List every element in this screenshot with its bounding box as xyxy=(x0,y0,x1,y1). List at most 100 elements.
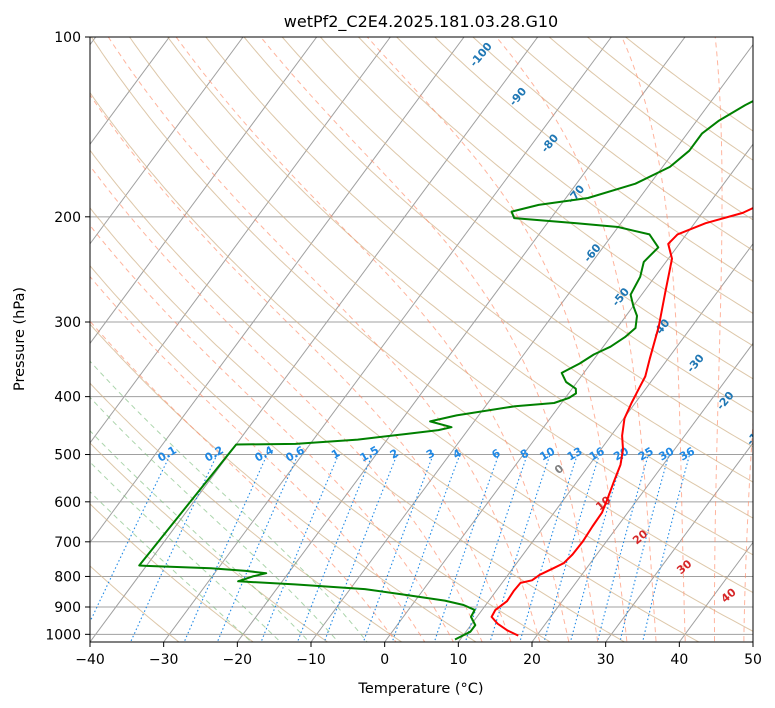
mixing-ratio-line xyxy=(391,454,461,642)
x-tick-label: 0 xyxy=(380,652,389,668)
dry-adiabat-line xyxy=(281,37,753,414)
line-labels: 0.1 0.2 0.4 0.6 1 1.5 2 3 4 6 8 10 13 16 20 25 30 36-100-… xyxy=(156,40,767,606)
y-tick-label: 1000 xyxy=(45,627,81,643)
isotherm-line xyxy=(531,342,753,642)
x-tick-label: −30 xyxy=(149,652,179,668)
moist-adiabat-line xyxy=(713,37,723,642)
mixing-ratio-line xyxy=(90,454,171,624)
isotherm-line xyxy=(457,242,753,642)
mixing-ratio-line xyxy=(129,454,218,642)
dry-adiabat-line xyxy=(90,382,403,642)
moist-adiabat-line xyxy=(90,94,512,642)
moist-adiabat-line xyxy=(90,461,282,642)
moist-adiabat-label: -30 xyxy=(684,351,707,375)
mixing-ratio-line xyxy=(323,454,398,642)
isotherm-line xyxy=(384,143,753,642)
dry-adiabat-line xyxy=(90,91,753,632)
isotherm-line xyxy=(90,37,244,245)
background-lines xyxy=(90,37,753,642)
mixing-ratio-label: 0.6 xyxy=(283,443,307,464)
isotherm-line xyxy=(752,641,753,642)
mixing-ratio-line xyxy=(433,454,500,642)
y-axis-title: Pressure (hPa) xyxy=(12,287,28,391)
mixing-ratio-label: 10 xyxy=(537,444,557,463)
moist-adiabat-line xyxy=(90,396,339,642)
mixing-ratio-line xyxy=(642,454,691,642)
isotherm-line xyxy=(310,43,753,642)
mixing-ratio-line xyxy=(464,454,528,642)
mixing-ratio-line xyxy=(596,454,649,642)
mixing-ratio-line xyxy=(260,454,340,642)
temperature-profile-line xyxy=(490,206,753,637)
y-tick-label: 700 xyxy=(54,535,81,551)
moist-adiabat-line xyxy=(90,275,426,642)
dry-adiabat-line xyxy=(90,264,552,642)
dry-adiabat-line xyxy=(90,323,477,642)
dry-adiabat-line xyxy=(128,37,753,556)
x-tick-label: 30 xyxy=(597,652,615,668)
mixing-ratio-label: 1.5 xyxy=(358,444,381,465)
dry-adiabat-line xyxy=(243,37,753,448)
moist-adiabat-line xyxy=(495,37,657,642)
dry-adiabat-line xyxy=(167,37,753,519)
moist-adiabat-line xyxy=(90,320,397,642)
dry-adiabat-line xyxy=(90,442,329,642)
mixing-ratio-line xyxy=(489,454,551,642)
moist-adiabat-label: 40 xyxy=(719,585,739,605)
mixing-ratio-label: 13 xyxy=(565,445,585,464)
x-tick-label: −40 xyxy=(75,652,105,668)
moist-adiabat-label: 20 xyxy=(630,527,650,547)
dry-adiabat-line xyxy=(624,37,753,132)
isotherm-line xyxy=(90,37,465,544)
moist-adiabat-label: -100 xyxy=(467,40,495,70)
axes: −40 −30 −20 −10 0 10 20 30 40 5010020030040050060… xyxy=(45,30,762,668)
moist-adiabat-line xyxy=(90,360,368,642)
mixing-ratio-label: 4 xyxy=(451,446,464,461)
plot-frame xyxy=(89,36,754,643)
dry-adiabat-line xyxy=(90,503,254,642)
series-lines xyxy=(138,99,753,641)
dry-adiabat-line xyxy=(548,37,753,191)
mixing-ratio-label: 25 xyxy=(636,445,656,464)
x-tick-label: 40 xyxy=(670,652,688,668)
y-tick-label: 400 xyxy=(54,390,81,406)
mixing-ratio-line xyxy=(296,454,373,642)
dry-adiabat-line xyxy=(395,37,753,314)
isotherm-line xyxy=(605,442,753,642)
mixing-ratio-label: 0.1 xyxy=(156,444,179,465)
dry-adiabat-line xyxy=(434,37,753,283)
dry-adiabat-line xyxy=(586,37,753,161)
mixing-ratio-label: 30 xyxy=(657,444,677,463)
isotherm-line xyxy=(90,37,318,345)
dry-adiabat-line xyxy=(357,37,753,347)
moist-adiabat-line xyxy=(621,37,686,642)
dry-adiabat-line xyxy=(510,37,753,221)
moist-adiabat-label: -80 xyxy=(538,131,561,155)
isotherm-line xyxy=(236,37,686,642)
chart-title: wetPf2_C2E4.2025.181.03.28.G10 xyxy=(284,12,558,32)
isotherm-line xyxy=(90,37,391,444)
y-tick-label: 200 xyxy=(54,210,81,226)
y-tick-label: 800 xyxy=(54,569,81,585)
x-tick-label: 10 xyxy=(449,652,467,668)
y-tick-label: 500 xyxy=(54,448,81,464)
mixing-ratio-line xyxy=(619,454,670,642)
moist-adiabat-line xyxy=(90,224,454,642)
isotherm-line xyxy=(90,37,170,146)
y-tick-label: 300 xyxy=(54,315,81,331)
moist-adiabat-line xyxy=(743,415,753,642)
x-tick-label: 20 xyxy=(523,652,541,668)
moist-adiabat-line xyxy=(90,430,311,642)
moist-adiabat-line xyxy=(90,491,252,642)
moist-adiabat-line xyxy=(175,37,570,642)
moist-adiabat-line xyxy=(260,37,599,642)
moist-adiabat-label: 30 xyxy=(674,557,694,577)
moist-adiabat-label: -10 xyxy=(744,424,767,448)
moist-adiabat-label: -20 xyxy=(714,389,737,413)
dry-adiabat-line xyxy=(472,37,753,252)
mixing-ratio-label: 6 xyxy=(489,446,502,461)
x-tick-label: −10 xyxy=(296,652,326,668)
y-tick-label: 600 xyxy=(54,495,81,511)
isotherm-line xyxy=(90,37,539,642)
mixing-ratio-line xyxy=(216,454,299,642)
